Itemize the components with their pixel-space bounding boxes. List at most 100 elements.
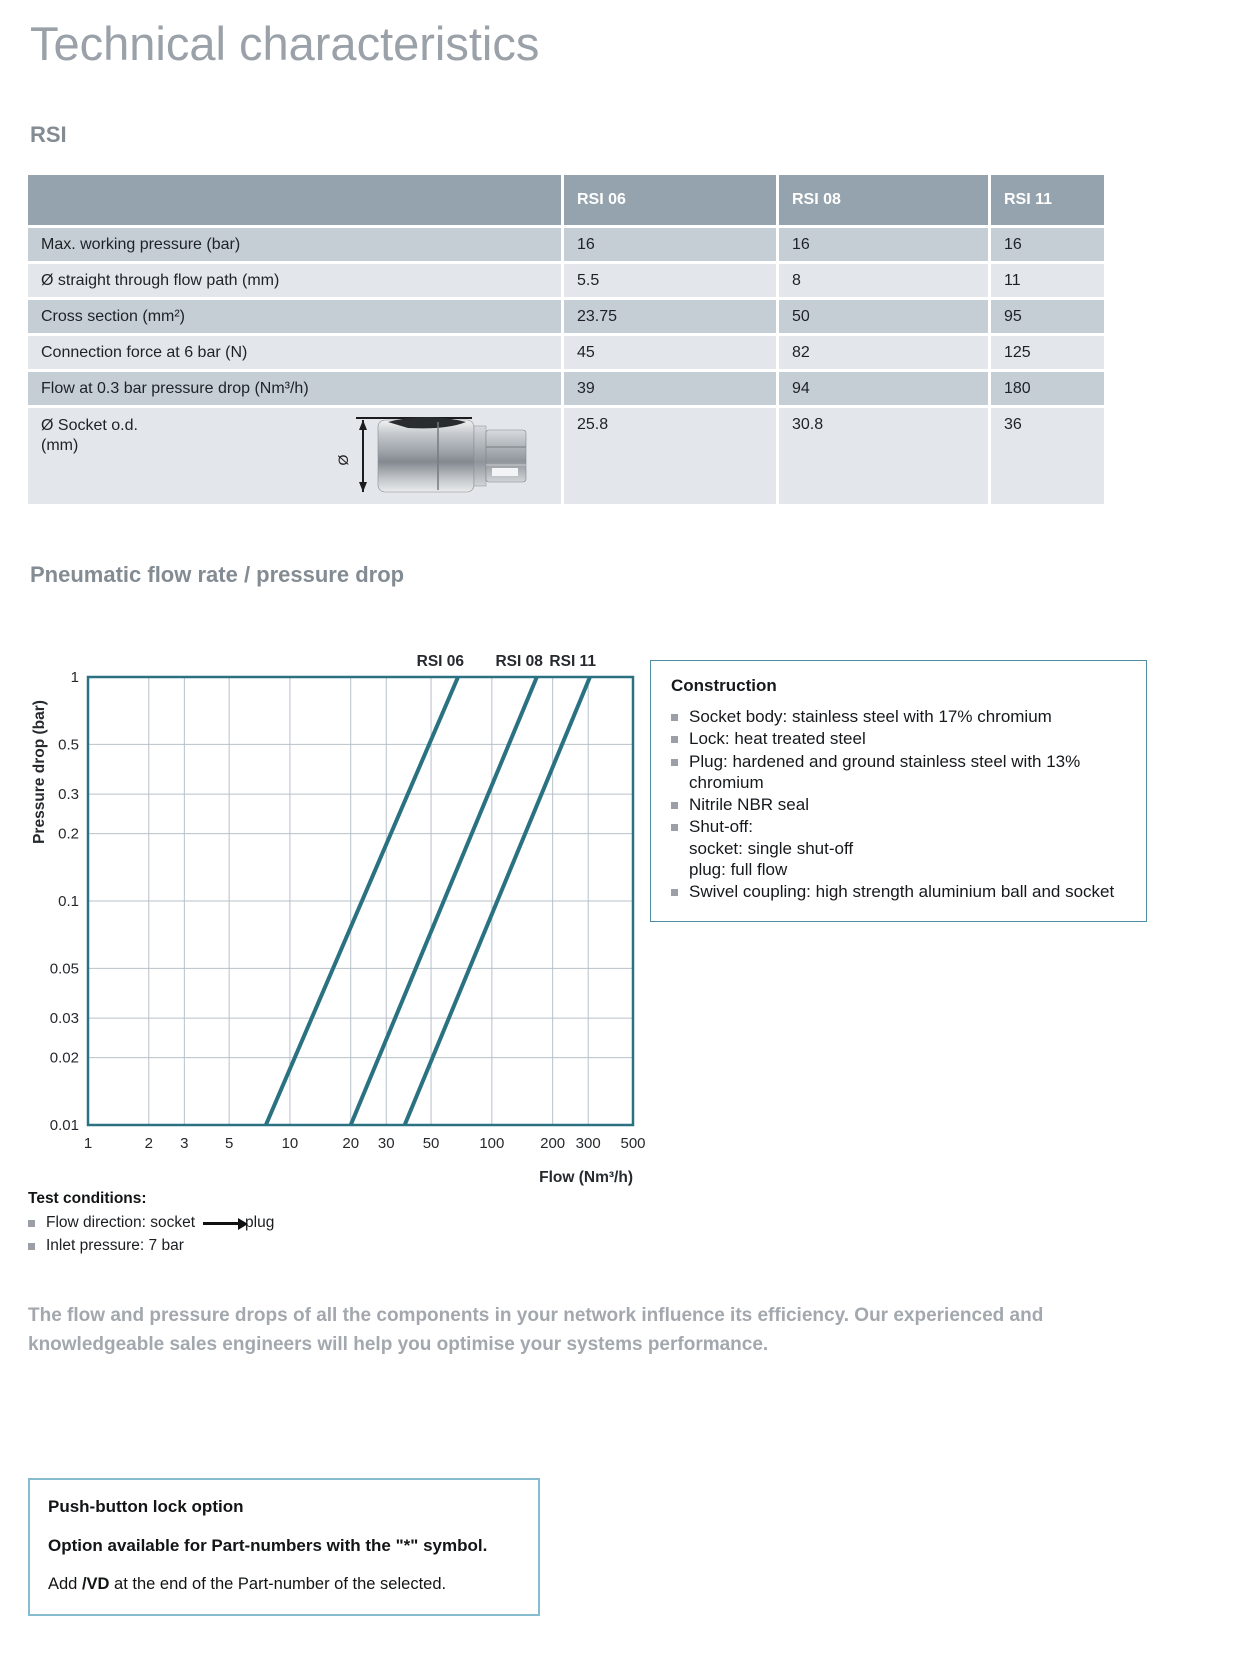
- table-cell: 30.8: [779, 408, 988, 504]
- line3-code: /VD: [81, 1575, 110, 1593]
- series-line-rsi-11: [402, 676, 592, 1126]
- test-conditions-heading: Test conditions:: [28, 1190, 147, 1207]
- x-axis-title: Flow (Nm³/h): [539, 1169, 633, 1186]
- x-tick-label: 3: [180, 1135, 188, 1152]
- table-cell: 95: [991, 300, 1104, 333]
- series-label: RSI 06: [417, 653, 465, 670]
- line3-post: at the end of the Part-number of the sel…: [109, 1575, 447, 1593]
- row-label: Flow at 0.3 bar pressure drop (Nm³/h): [28, 372, 561, 405]
- list-item: Swivel coupling: high strength aluminium…: [671, 881, 1126, 902]
- table-cell: 11: [991, 264, 1104, 297]
- series-line-rsi-06: [264, 676, 460, 1126]
- rsi-section-heading: RSI: [30, 122, 67, 147]
- y-tick-label: 1: [71, 669, 79, 686]
- list-item: Flow direction: socket plug: [28, 1214, 548, 1232]
- row-label: Connection force at 6 bar (N): [28, 336, 561, 369]
- x-tick-label: 30: [378, 1135, 395, 1152]
- construction-box: Construction Socket body: stainless stee…: [650, 660, 1147, 923]
- table-cell: 50: [779, 300, 988, 333]
- y-tick-label: 0.1: [58, 893, 79, 910]
- x-tick-label: 10: [282, 1135, 299, 1152]
- list-item: Nitrile NBR seal: [671, 794, 1126, 815]
- table-corner-cell: [28, 175, 561, 225]
- x-tick-label: 20: [342, 1135, 359, 1152]
- y-tick-label: 0.3: [58, 786, 79, 803]
- socket-photo: Ø: [326, 408, 532, 501]
- table-cell: 39: [564, 372, 776, 405]
- flow-chart-svg: 1 2 3 5 10 20 30 50 100 200 300 500 1 0.5 0.3 0.2 0.1 0.0…: [31, 653, 646, 1186]
- list-item: Lock: heat treated steel: [671, 728, 1126, 749]
- table-cell: 16: [991, 228, 1104, 261]
- row-label: Ø Socket o.d. (mm): [28, 408, 561, 504]
- square-bullet-icon: [671, 889, 678, 896]
- table-cell: 23.75: [564, 300, 776, 333]
- x-tick-label: 50: [423, 1135, 440, 1152]
- list-item: Shut-off: socket: single shut-off plug: …: [671, 816, 1126, 880]
- page-title: Technical characteristics: [30, 17, 540, 70]
- x-tick-label: 1: [84, 1135, 92, 1152]
- table-cell: 16: [779, 228, 988, 261]
- construction-heading: Construction: [671, 676, 777, 695]
- x-tick-label: 2: [145, 1135, 153, 1152]
- push-box-line2: Option available for Part-numbers with t…: [48, 1536, 488, 1555]
- square-bullet-icon: [671, 736, 678, 744]
- push-box-line3: Add /VD at the end of the Part-number of…: [48, 1575, 520, 1594]
- y-tick-label: 0.01: [50, 1117, 79, 1134]
- y-tick-label: 0.2: [58, 826, 79, 843]
- x-tick-label: 100: [479, 1135, 504, 1152]
- row-label: Ø straight through flow path (mm): [28, 264, 561, 297]
- flow-direction-target: plug: [245, 1214, 275, 1231]
- y-axis-title: Pressure drop (bar): [31, 700, 48, 844]
- nut-highlight: [492, 468, 518, 476]
- flow-pressure-chart: 1 2 3 5 10 20 30 50 100 200 300 500 1 0.5 0.3 0.2 0.1 0.0…: [28, 612, 688, 1192]
- list-item-text: Lock: heat treated steel: [689, 729, 866, 749]
- chart-section-heading: Pneumatic flow rate / pressure drop: [30, 562, 405, 587]
- table-cell: 25.8: [564, 408, 776, 504]
- square-bullet-icon: [671, 802, 678, 809]
- push-box-heading: Push-button lock option: [48, 1497, 244, 1516]
- list-item: Plug: hardened and ground stainless stee…: [671, 751, 1126, 794]
- diameter-symbol: Ø: [335, 454, 351, 465]
- list-item-text: Socket body: stainless steel with 17% ch…: [689, 707, 1052, 726]
- y-tick-label: 0.02: [50, 1050, 79, 1067]
- square-bullet-icon: [671, 758, 678, 766]
- construction-list: Socket body: stainless steel with 17% ch…: [671, 706, 1126, 902]
- list-item: Inlet pressure: 7 bar: [28, 1237, 548, 1255]
- x-tick-label: 200: [540, 1135, 565, 1152]
- socket-body: [377, 419, 475, 493]
- list-item-text: Shut-off: socket: single shut-off plug: …: [689, 817, 854, 879]
- push-button-option-box: Push-button lock option Option available…: [28, 1478, 540, 1616]
- line3-pre: Add: [48, 1575, 82, 1593]
- row-label: Cross section (mm²): [28, 300, 561, 333]
- series-label: RSI 11: [549, 653, 596, 670]
- series-label: RSI 08: [495, 653, 543, 670]
- chart-frame: [86, 675, 635, 1127]
- table-cell: 8: [779, 264, 988, 297]
- table-cell: 16: [564, 228, 776, 261]
- y-tick-label: 0.03: [50, 1010, 79, 1027]
- table-cell: 82: [779, 336, 988, 369]
- x-tick-label: 500: [620, 1135, 645, 1152]
- x-tick-label: 5: [225, 1135, 233, 1152]
- table-cell: 125: [991, 336, 1104, 369]
- square-bullet-icon: [28, 1220, 35, 1227]
- table-cell: 36: [991, 408, 1104, 504]
- list-item-text: Plug: hardened and ground stainless stee…: [689, 751, 1081, 792]
- sales-note-paragraph: The flow and pressure drops of all the c…: [28, 1305, 1044, 1355]
- flow-direction-text: Flow direction: socket: [46, 1214, 196, 1231]
- table-cell: 94: [779, 372, 988, 405]
- rsi-spec-table: RSI 06 RSI 08 RSI 11 Max. working pressu…: [28, 175, 1104, 504]
- column-header-rsi06: RSI 06: [564, 175, 776, 225]
- x-tick-label: 300: [576, 1135, 601, 1152]
- y-tick-label: 0.5: [58, 736, 79, 753]
- socket-od-label: Ø Socket o.d. (mm): [41, 417, 138, 454]
- table-cell: 5.5: [564, 264, 776, 297]
- test-conditions: Test conditions: Flow direction: socket …: [28, 1190, 548, 1260]
- column-header-rsi11: RSI 11: [991, 175, 1104, 225]
- inlet-pressure-text: Inlet pressure: 7 bar: [46, 1237, 184, 1254]
- y-tick-label: 0.05: [50, 960, 79, 977]
- list-item-text: Nitrile NBR seal: [689, 795, 809, 814]
- square-bullet-icon: [671, 714, 678, 721]
- right-arrow-icon: [203, 1218, 249, 1229]
